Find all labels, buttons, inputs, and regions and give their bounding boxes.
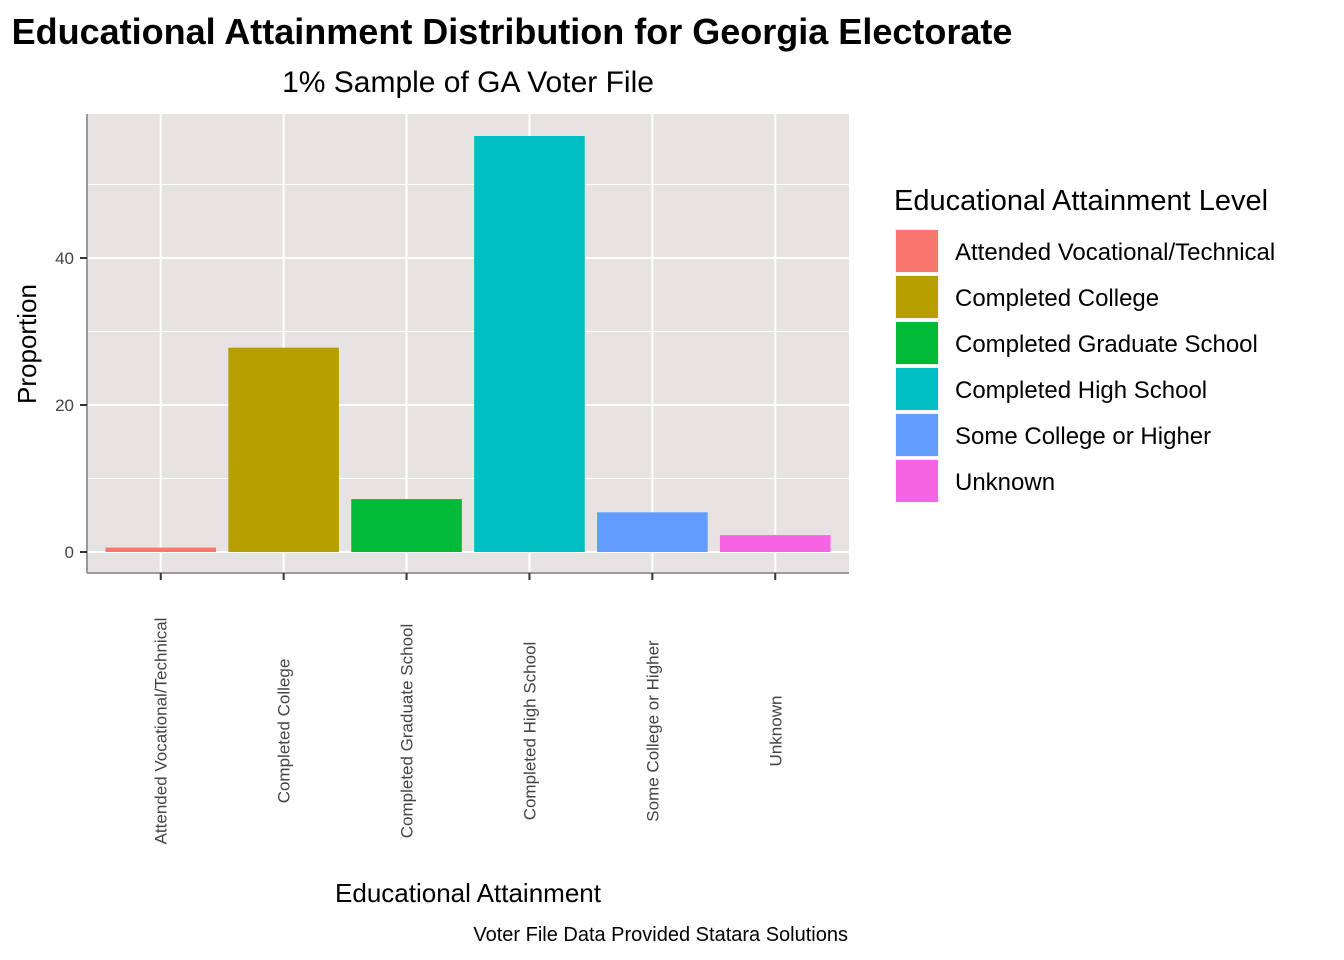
bar [597,512,708,552]
x-axis-title: Educational Attainment [335,878,602,908]
legend-swatch [896,460,938,502]
x-tick-label: Unknown [766,696,785,767]
legend-label: Completed High School [955,377,1207,404]
chart-title: Educational Attainment Distribution for … [12,11,1013,52]
legend-swatch [896,276,938,318]
legend: Educational Attainment Level Attended Vo… [894,185,1275,503]
y-axis: 0 20 40 [55,114,88,573]
legend-label: Unknown [955,469,1055,496]
legend-label: Some College or Higher [955,423,1211,450]
plot-background [87,114,849,573]
legend-swatch [896,230,938,272]
y-axis-title: Proportion [12,284,42,404]
y-tick-label: 40 [55,249,74,268]
x-tick-label: Attended Vocational/Technical [152,618,171,845]
x-axis: Attended Vocational/Technical Completed C… [87,572,849,845]
legend-label: Completed College [955,285,1159,312]
plot-area [87,114,849,573]
y-tick-label: 20 [55,396,74,415]
bar [351,499,462,552]
x-tick-label: Completed Graduate School [398,624,417,839]
bar [105,547,217,552]
chart-subtitle: 1% Sample of GA Voter File [282,66,654,99]
x-tick-label: Completed High School [520,642,539,821]
y-tick-label: 0 [65,543,74,562]
bar [719,535,831,552]
bar [474,135,585,553]
legend-title: Educational Attainment Level [894,185,1268,217]
legend-swatch [896,322,938,364]
x-tick-label: Completed College [275,659,294,804]
bar [228,347,339,552]
legend-label: Completed Graduate School [955,331,1258,358]
legend-label: Attended Vocational/Technical [955,239,1275,266]
legend-swatch [896,414,938,456]
caption: Voter File Data Provided Statara Solutio… [473,924,848,946]
x-tick-label: Some College or Higher [643,640,662,822]
legend-swatch [896,368,938,410]
